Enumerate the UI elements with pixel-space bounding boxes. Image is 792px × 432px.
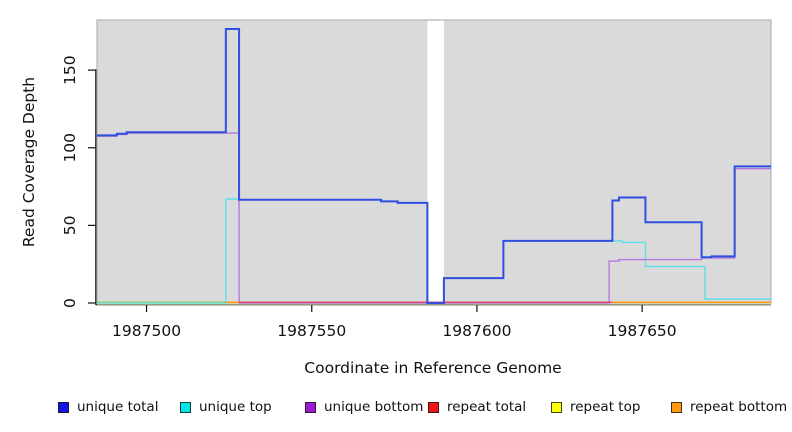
y-tick-label: 150 [61,55,79,85]
series-line-unique-total [97,28,771,304]
y-tick-label: 100 [61,133,79,163]
x-tick-label: 1987600 [442,322,511,340]
coverage-gap-band [427,20,444,303]
x-tick-label: 1987500 [112,322,181,340]
x-axis-title: Coordinate in Reference Genome [304,359,562,377]
y-tick-label: 50 [61,216,79,236]
x-tick-label: 1987550 [277,322,346,340]
x-tick-label: 1987650 [608,322,677,340]
y-axis-title: Read Coverage Depth [20,76,38,248]
y-tick-label: 0 [61,298,79,308]
